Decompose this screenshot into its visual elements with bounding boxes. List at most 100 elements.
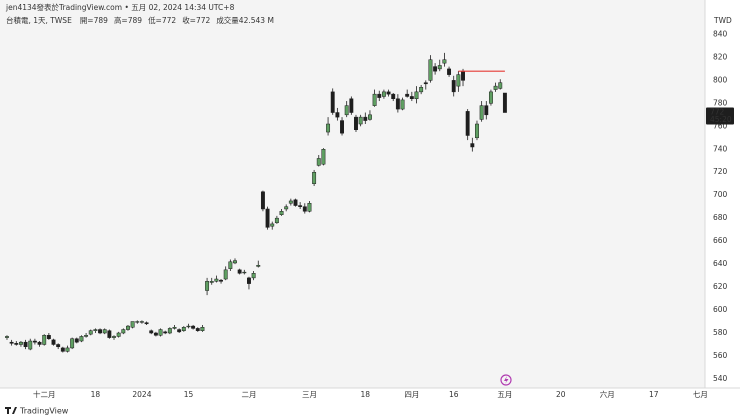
candle-body [51, 339, 56, 345]
legend-value: 772 [162, 16, 177, 25]
x-tick-label: 六月 [600, 389, 615, 399]
candle-body [279, 211, 284, 215]
candle-body [5, 336, 9, 338]
candle-body [153, 332, 158, 336]
candle-body [233, 260, 237, 264]
candle-body [442, 59, 447, 64]
candle-body [437, 65, 442, 70]
countdown: 45:20 [710, 115, 732, 124]
candle-body [56, 344, 61, 348]
candle-body [130, 321, 135, 328]
candle-body [172, 327, 177, 329]
x-tick-label: 15 [184, 390, 194, 399]
y-tick-label: 660 [713, 236, 728, 245]
last-price: 772 [710, 108, 725, 117]
y-tick-label: 700 [713, 190, 728, 199]
candle-body [98, 329, 102, 334]
candle-body [149, 330, 154, 334]
candle-body [209, 281, 214, 283]
candle-body [465, 111, 470, 136]
candle-body [493, 85, 498, 90]
candle-body [177, 329, 182, 333]
candle-body [363, 116, 368, 121]
y-tick-label: 560 [713, 351, 728, 360]
candle-body [340, 120, 344, 134]
x-tick-label: 二月 [241, 390, 256, 399]
candle-body [461, 70, 465, 81]
candle-body [298, 205, 303, 207]
candle-body [400, 99, 405, 110]
candle-body [293, 199, 298, 206]
x-tick-label: 16 [449, 390, 459, 399]
candle-body [46, 335, 51, 339]
candle-body [358, 116, 363, 125]
candle-body [288, 200, 293, 204]
candle-body [205, 281, 210, 291]
candle-body [368, 114, 372, 120]
legend-label: 高= [114, 15, 128, 25]
candle-body [167, 328, 172, 334]
x-tick-label: 三月 [302, 390, 317, 399]
candle-body [186, 325, 191, 328]
candle-body [451, 80, 456, 93]
candle-body [42, 335, 47, 345]
y-tick-label: 820 [713, 52, 728, 61]
candle-body [219, 279, 223, 282]
candle-body [354, 116, 358, 131]
candle-body [414, 91, 419, 100]
legend-volume: 成交量42.543 M [216, 15, 274, 25]
candle-body [274, 217, 279, 224]
candle-body [223, 269, 228, 280]
candle-body [228, 261, 233, 269]
candle-body [121, 329, 126, 334]
candle-body [302, 206, 307, 212]
candle-body [32, 340, 37, 343]
x-tick-label: 17 [649, 390, 659, 399]
x-tick-label: 20 [556, 390, 566, 399]
candle-body [349, 98, 354, 113]
candle-body [265, 208, 270, 228]
candle-body [312, 171, 317, 184]
candle-body [475, 123, 479, 139]
candle-body [102, 329, 107, 334]
candle-body [447, 68, 452, 75]
candle-body [326, 123, 331, 133]
candle-body [214, 278, 219, 282]
symbol: 台積電, 1天, TWSE [6, 15, 72, 25]
candle-body [79, 336, 84, 342]
candle-body [260, 191, 265, 210]
candle-body [23, 341, 28, 348]
candle-body [14, 343, 19, 345]
candle-body [372, 93, 377, 106]
brand: TradingView [5, 407, 69, 416]
x-tick-label: 18 [361, 390, 371, 399]
plot-area [0, 0, 705, 388]
candle-body [335, 112, 340, 118]
x-tick-label: 五月 [497, 390, 512, 399]
candle-body [18, 341, 23, 345]
candle-body [377, 93, 382, 98]
candle-body [60, 347, 65, 352]
candle-body [391, 93, 396, 99]
candle-body [112, 336, 116, 338]
candle-body [135, 321, 140, 323]
candle-body [405, 93, 410, 97]
candle-body [498, 82, 503, 89]
brand-text: TradingView [19, 407, 69, 416]
legend-label: 低= [148, 15, 162, 25]
candle-body [502, 92, 507, 113]
candle-body [470, 143, 475, 148]
price-box [706, 107, 734, 125]
legend-value: 772 [196, 16, 211, 25]
candle-body [74, 338, 79, 343]
candle-body [126, 325, 130, 330]
candle-body [330, 91, 335, 113]
candle-body [9, 341, 14, 344]
y-tick-label: 600 [713, 305, 728, 314]
y-tick-label: 740 [713, 144, 728, 153]
candle-body [107, 330, 112, 338]
header: jen4134發表於TradingView.com • 五月 02, 2024 … [5, 2, 235, 12]
candle-body [307, 202, 312, 212]
candle-body [321, 149, 326, 165]
